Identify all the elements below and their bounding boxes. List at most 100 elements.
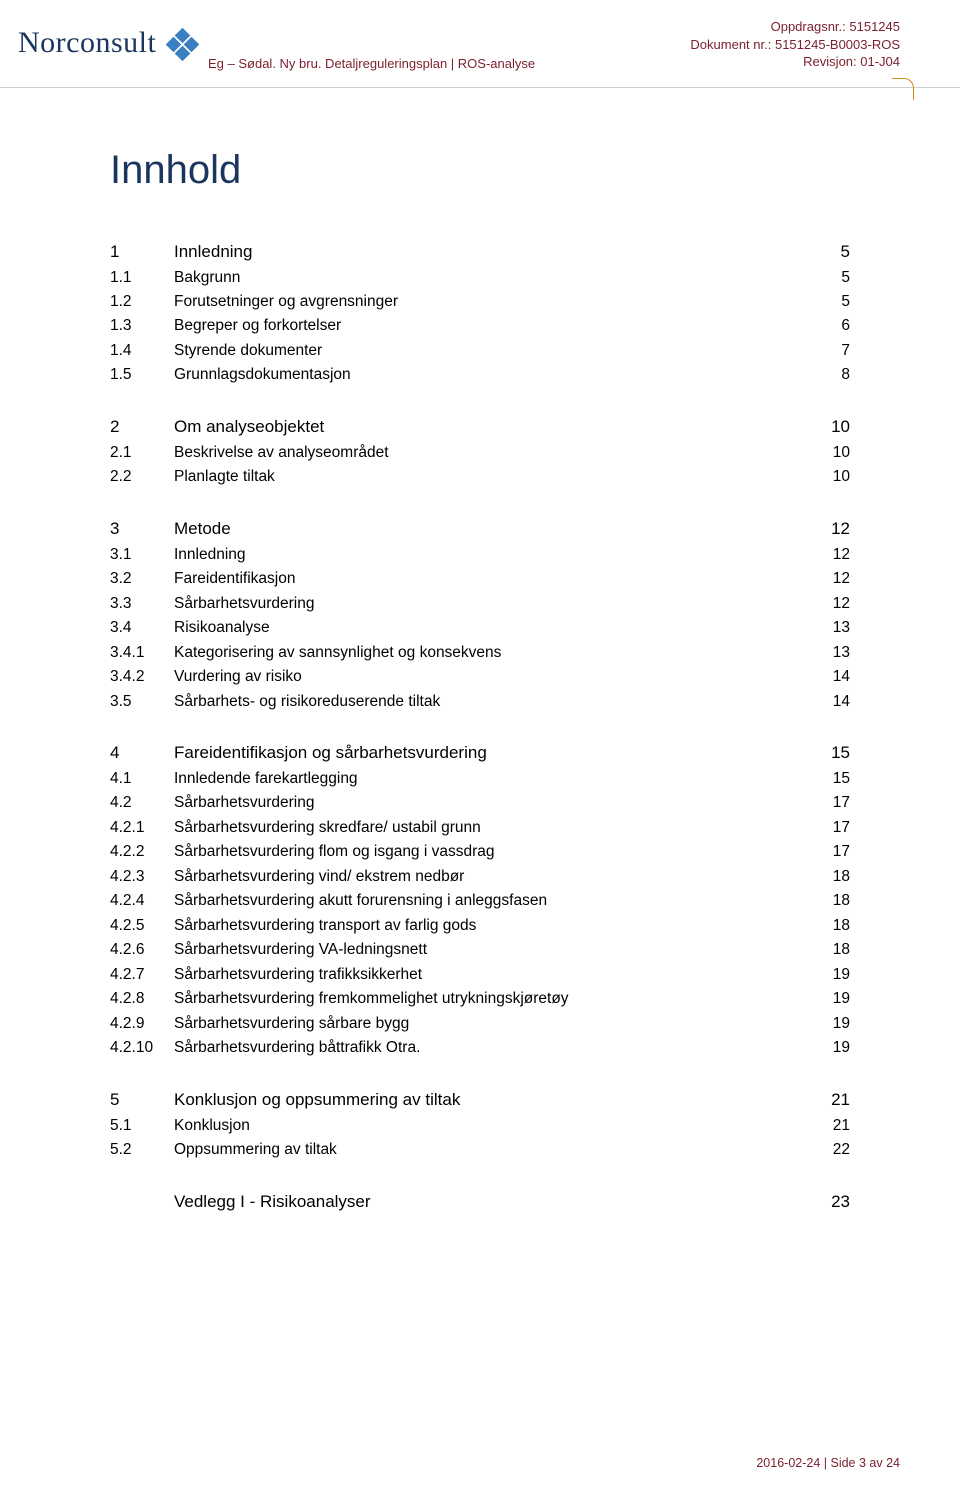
toc-row: 5Konklusjon og oppsummering av tiltak21 [110, 1087, 850, 1114]
toc-page: 19 [810, 1012, 850, 1036]
toc-label: Oppsummering av tiltak [174, 1138, 810, 1162]
toc-row: 4.2.8Sårbarhetsvurdering fremkommelighet… [110, 987, 850, 1011]
toc-row: 2.1Beskrivelse av analyseområdet10 [110, 441, 850, 465]
content-area: Innhold 1Innledning51.1Bakgrunn51.2Forut… [0, 88, 960, 1216]
toc-label: Sårbarhetsvurdering transport av farlig … [174, 914, 810, 938]
toc-page: 5 [810, 290, 850, 314]
toc-page: 15 [810, 740, 850, 767]
toc-row: 2.2Planlagte tiltak10 [110, 465, 850, 489]
toc-row: 1.4Styrende dokumenter7 [110, 339, 850, 363]
toc-row: 4.2.7Sårbarhetsvurdering trafikksikkerhe… [110, 963, 850, 987]
toc-label: Sårbarhetsvurdering akutt forurensning i… [174, 889, 810, 913]
toc-label: Sårbarhetsvurdering skredfare/ ustabil g… [174, 816, 810, 840]
toc-label: Sårbarhetsvurdering [174, 592, 810, 616]
toc-page: 14 [810, 690, 850, 714]
toc-number: 4 [110, 740, 174, 767]
toc-row: 3.2Fareidentifikasjon12 [110, 567, 850, 591]
toc-page: 17 [810, 791, 850, 815]
toc-page: 8 [810, 363, 850, 387]
toc-number: 3.4.2 [110, 665, 174, 689]
toc-number: 5 [110, 1087, 174, 1114]
toc-label: Innledning [174, 239, 810, 266]
toc-label: Sårbarhetsvurdering båttrafikk Otra. [174, 1036, 810, 1060]
toc-page: 17 [810, 816, 850, 840]
toc-label: Styrende dokumenter [174, 339, 810, 363]
toc-label: Sårbarhetsvurdering VA-ledningsnett [174, 938, 810, 962]
toc-number: 4.2.7 [110, 963, 174, 987]
header-subtitle: Eg – Sødal. Ny bru. Detaljreguleringspla… [208, 56, 535, 71]
toc-page: 18 [810, 914, 850, 938]
table-of-contents: 1Innledning51.1Bakgrunn51.2Forutsetninge… [110, 239, 850, 1216]
toc-row: 4.2.5Sårbarhetsvurdering transport av fa… [110, 914, 850, 938]
toc-page: 12 [810, 567, 850, 591]
toc-number: 3 [110, 516, 174, 543]
toc-page: 22 [810, 1138, 850, 1162]
toc-page: 6 [810, 314, 850, 338]
toc-label: Konklusjon [174, 1114, 810, 1138]
meta-dokument: Dokument nr.: 5151245-B0003-ROS [690, 36, 900, 54]
page-footer: 2016-02-24 | Side 3 av 24 [756, 1456, 900, 1470]
toc-page: 13 [810, 616, 850, 640]
toc-page: 12 [810, 592, 850, 616]
toc-number: 5.1 [110, 1114, 174, 1138]
toc-row: 1.5Grunnlagsdokumentasjon8 [110, 363, 850, 387]
toc-number: 4.2 [110, 791, 174, 815]
toc-row: 3.5Sårbarhets- og risikoreduserende tilt… [110, 690, 850, 714]
header-meta: Oppdragsnr.: 5151245 Dokument nr.: 51512… [690, 18, 900, 71]
toc-page: 13 [810, 641, 850, 665]
toc-page: 19 [810, 963, 850, 987]
toc-number: 4.2.8 [110, 987, 174, 1011]
toc-label: Innledende farekartlegging [174, 767, 810, 791]
toc-number: 1.2 [110, 290, 174, 314]
toc-page: 12 [810, 516, 850, 543]
toc-label: Om analyseobjektet [174, 414, 810, 441]
toc-row: 4.1Innledende farekartlegging15 [110, 767, 850, 791]
toc-page: 5 [810, 266, 850, 290]
toc-number: 1 [110, 239, 174, 266]
toc-label: Innledning [174, 543, 810, 567]
toc-number: 2.1 [110, 441, 174, 465]
toc-page: 19 [810, 1036, 850, 1060]
toc-label: Fareidentifikasjon [174, 567, 810, 591]
toc-page: 10 [810, 441, 850, 465]
logo-diamond-icon [164, 26, 204, 60]
toc-page: 12 [810, 543, 850, 567]
logo-row: Norconsult [18, 26, 535, 60]
toc-number: 5.2 [110, 1138, 174, 1162]
toc-row: 4.2.3Sårbarhetsvurdering vind/ ekstrem n… [110, 865, 850, 889]
toc-label: Forutsetninger og avgrensninger [174, 290, 810, 314]
toc-page: 15 [810, 767, 850, 791]
toc-row: Vedlegg I - Risikoanalyser23 [110, 1189, 850, 1216]
toc-number: 2 [110, 414, 174, 441]
toc-row: 1.1Bakgrunn5 [110, 266, 850, 290]
toc-page: 14 [810, 665, 850, 689]
toc-label: Konklusjon og oppsummering av tiltak [174, 1087, 810, 1114]
toc-page: 18 [810, 865, 850, 889]
toc-number: 4.2.10 [110, 1036, 174, 1060]
toc-number: 1.5 [110, 363, 174, 387]
toc-label: Sårbarhetsvurdering trafikksikkerhet [174, 963, 810, 987]
toc-label: Kategorisering av sannsynlighet og konse… [174, 641, 810, 665]
toc-number: 1.3 [110, 314, 174, 338]
toc-row: 4.2.1Sårbarhetsvurdering skredfare/ usta… [110, 816, 850, 840]
toc-label: Sårbarhetsvurdering [174, 791, 810, 815]
toc-number: 3.3 [110, 592, 174, 616]
toc-page: 5 [810, 239, 850, 266]
toc-row: 3.4.2Vurdering av risiko14 [110, 665, 850, 689]
logo-text: Norconsult [18, 26, 156, 60]
toc-label: Begreper og forkortelser [174, 314, 810, 338]
toc-row: 1Innledning5 [110, 239, 850, 266]
toc-label: Fareidentifikasjon og sårbarhetsvurderin… [174, 740, 810, 767]
toc-label: Sårbarhetsvurdering sårbare bygg [174, 1012, 810, 1036]
toc-number: 3.1 [110, 543, 174, 567]
toc-number: 3.4.1 [110, 641, 174, 665]
toc-number: 3.5 [110, 690, 174, 714]
toc-page: 10 [810, 465, 850, 489]
toc-page: 18 [810, 938, 850, 962]
toc-label: Metode [174, 516, 810, 543]
toc-number: 4.1 [110, 767, 174, 791]
toc-row: 3.4Risikoanalyse13 [110, 616, 850, 640]
meta-oppdrag: Oppdragsnr.: 5151245 [690, 18, 900, 36]
toc-number: 4.2.9 [110, 1012, 174, 1036]
toc-label: Grunnlagsdokumentasjon [174, 363, 810, 387]
